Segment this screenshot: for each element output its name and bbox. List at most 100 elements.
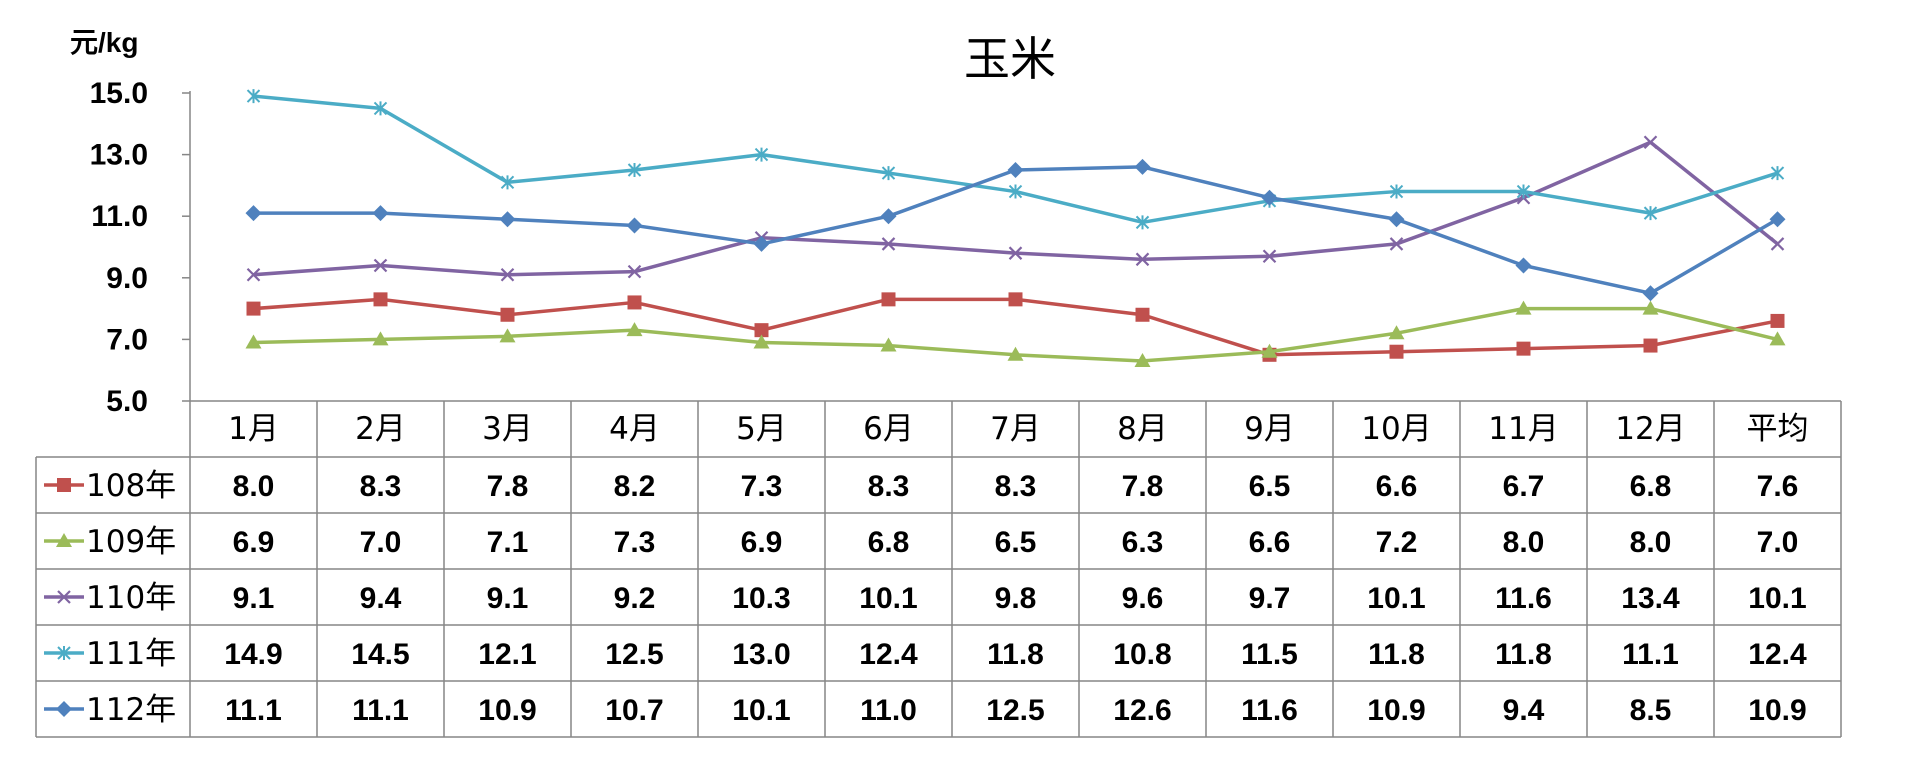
data-label: 6.5 (1249, 470, 1291, 503)
y-tick-label: 9.0 (106, 262, 148, 295)
series-lines (245, 89, 1786, 367)
marker-square (1008, 292, 1023, 307)
series-112年 (245, 158, 1786, 302)
marker-x (1643, 135, 1658, 150)
chart-title: 玉米 (964, 32, 1056, 86)
data-label: 10.1 (859, 582, 917, 615)
data-label: 9.1 (233, 582, 275, 615)
data-label: 8.0 (1503, 526, 1545, 559)
category-label: 10月 (1361, 411, 1431, 447)
marker-triangle (499, 328, 516, 343)
legend-key (44, 646, 84, 660)
marker-diamond (1388, 211, 1405, 228)
data-label: 11.0 (860, 694, 917, 727)
legend-label: 109年 (86, 524, 176, 560)
marker-triangle (56, 533, 72, 547)
data-label: 12.5 (986, 694, 1044, 727)
marker-star (500, 175, 515, 190)
marker-star (1516, 184, 1531, 199)
marker-x (1008, 246, 1023, 260)
data-label: 11.1 (1622, 638, 1679, 671)
data-label: 7.1 (487, 526, 529, 559)
data-label: 6.8 (1630, 470, 1672, 503)
category-label: 6月 (863, 411, 914, 447)
marker-diamond (1134, 158, 1151, 175)
legend-label: 112年 (86, 692, 176, 728)
series-109年 (245, 300, 1786, 367)
marker-triangle (245, 334, 262, 349)
category-label: 2月 (355, 411, 406, 447)
marker-x (57, 590, 71, 604)
data-label: 12.4 (1748, 638, 1807, 671)
marker-square (1389, 344, 1404, 359)
category-label: 3月 (482, 411, 533, 447)
marker-square (1770, 313, 1785, 328)
marker-diamond (1261, 189, 1278, 206)
data-label: 10.3 (732, 582, 790, 615)
data-label: 6.8 (868, 526, 910, 559)
marker-square (373, 292, 388, 307)
marker-x (373, 258, 388, 273)
marker-triangle (1769, 331, 1786, 346)
category-label: 11月 (1488, 411, 1558, 447)
legend-key (44, 590, 84, 604)
data-label: 8.3 (868, 470, 910, 503)
marker-triangle (880, 337, 897, 352)
category-label: 8月 (1117, 411, 1168, 447)
data-label: 10.9 (1367, 694, 1425, 727)
data-label: 7.8 (487, 470, 529, 503)
data-label: 7.3 (741, 470, 783, 503)
data-label: 14.5 (351, 638, 409, 671)
data-label: 7.8 (1122, 470, 1164, 503)
category-label: 平均 (1747, 411, 1809, 447)
marker-square (1643, 338, 1658, 353)
data-label: 8.3 (995, 470, 1037, 503)
data-label: 10.1 (1748, 582, 1806, 615)
y-tick-label: 5.0 (106, 385, 148, 418)
data-label: 7.2 (1376, 526, 1418, 559)
marker-square (627, 295, 642, 310)
marker-x (627, 264, 642, 279)
marker-triangle (1134, 352, 1151, 367)
series-111年 (246, 89, 1785, 230)
marker-star (373, 101, 388, 116)
marker-diamond (880, 208, 897, 225)
data-label: 6.6 (1249, 526, 1291, 559)
data-label: 10.9 (478, 694, 536, 727)
data-label: 12.4 (859, 638, 918, 671)
data-label: 11.8 (1495, 638, 1552, 671)
legend-key (44, 478, 84, 492)
category-label: 9月 (1244, 411, 1295, 447)
series-line (253, 94, 1779, 225)
marker-diamond (1769, 211, 1786, 228)
data-label: 12.5 (605, 638, 663, 671)
series-108年 (246, 292, 1785, 362)
data-label: 12.1 (478, 638, 536, 671)
y-axis-unit: 元/kg (70, 27, 138, 58)
marker-square (246, 301, 261, 316)
marker-square (754, 323, 769, 338)
series-110年 (246, 135, 1785, 282)
data-label: 10.1 (732, 694, 790, 727)
data-label: 6.9 (233, 526, 275, 559)
marker-triangle (1515, 300, 1532, 315)
legend-label: 111年 (86, 636, 176, 672)
data-label: 9.6 (1122, 582, 1164, 615)
data-label: 8.0 (233, 470, 275, 503)
marker-star (246, 89, 261, 104)
data-label: 7.0 (360, 526, 402, 559)
data-table: 1月 2月 3月 4月 5月 6月 7月 8月 9月 10月 11月 12月 平均 108年 8.0 8.3 7… (35, 400, 1842, 738)
data-label: 8.0 (1630, 526, 1672, 559)
marker-square (57, 478, 71, 492)
marker-star (1135, 215, 1150, 230)
data-label: 8.5 (1630, 694, 1672, 727)
data-label: 10.9 (1748, 694, 1806, 727)
marker-x (246, 267, 261, 282)
y-tick-label: 11.0 (91, 200, 148, 233)
marker-diamond (1515, 257, 1532, 274)
marker-triangle (1642, 300, 1659, 315)
category-label: 12月 (1615, 411, 1685, 447)
data-label: 6.6 (1376, 470, 1418, 503)
data-label: 8.3 (360, 470, 402, 503)
marker-x (500, 267, 515, 282)
